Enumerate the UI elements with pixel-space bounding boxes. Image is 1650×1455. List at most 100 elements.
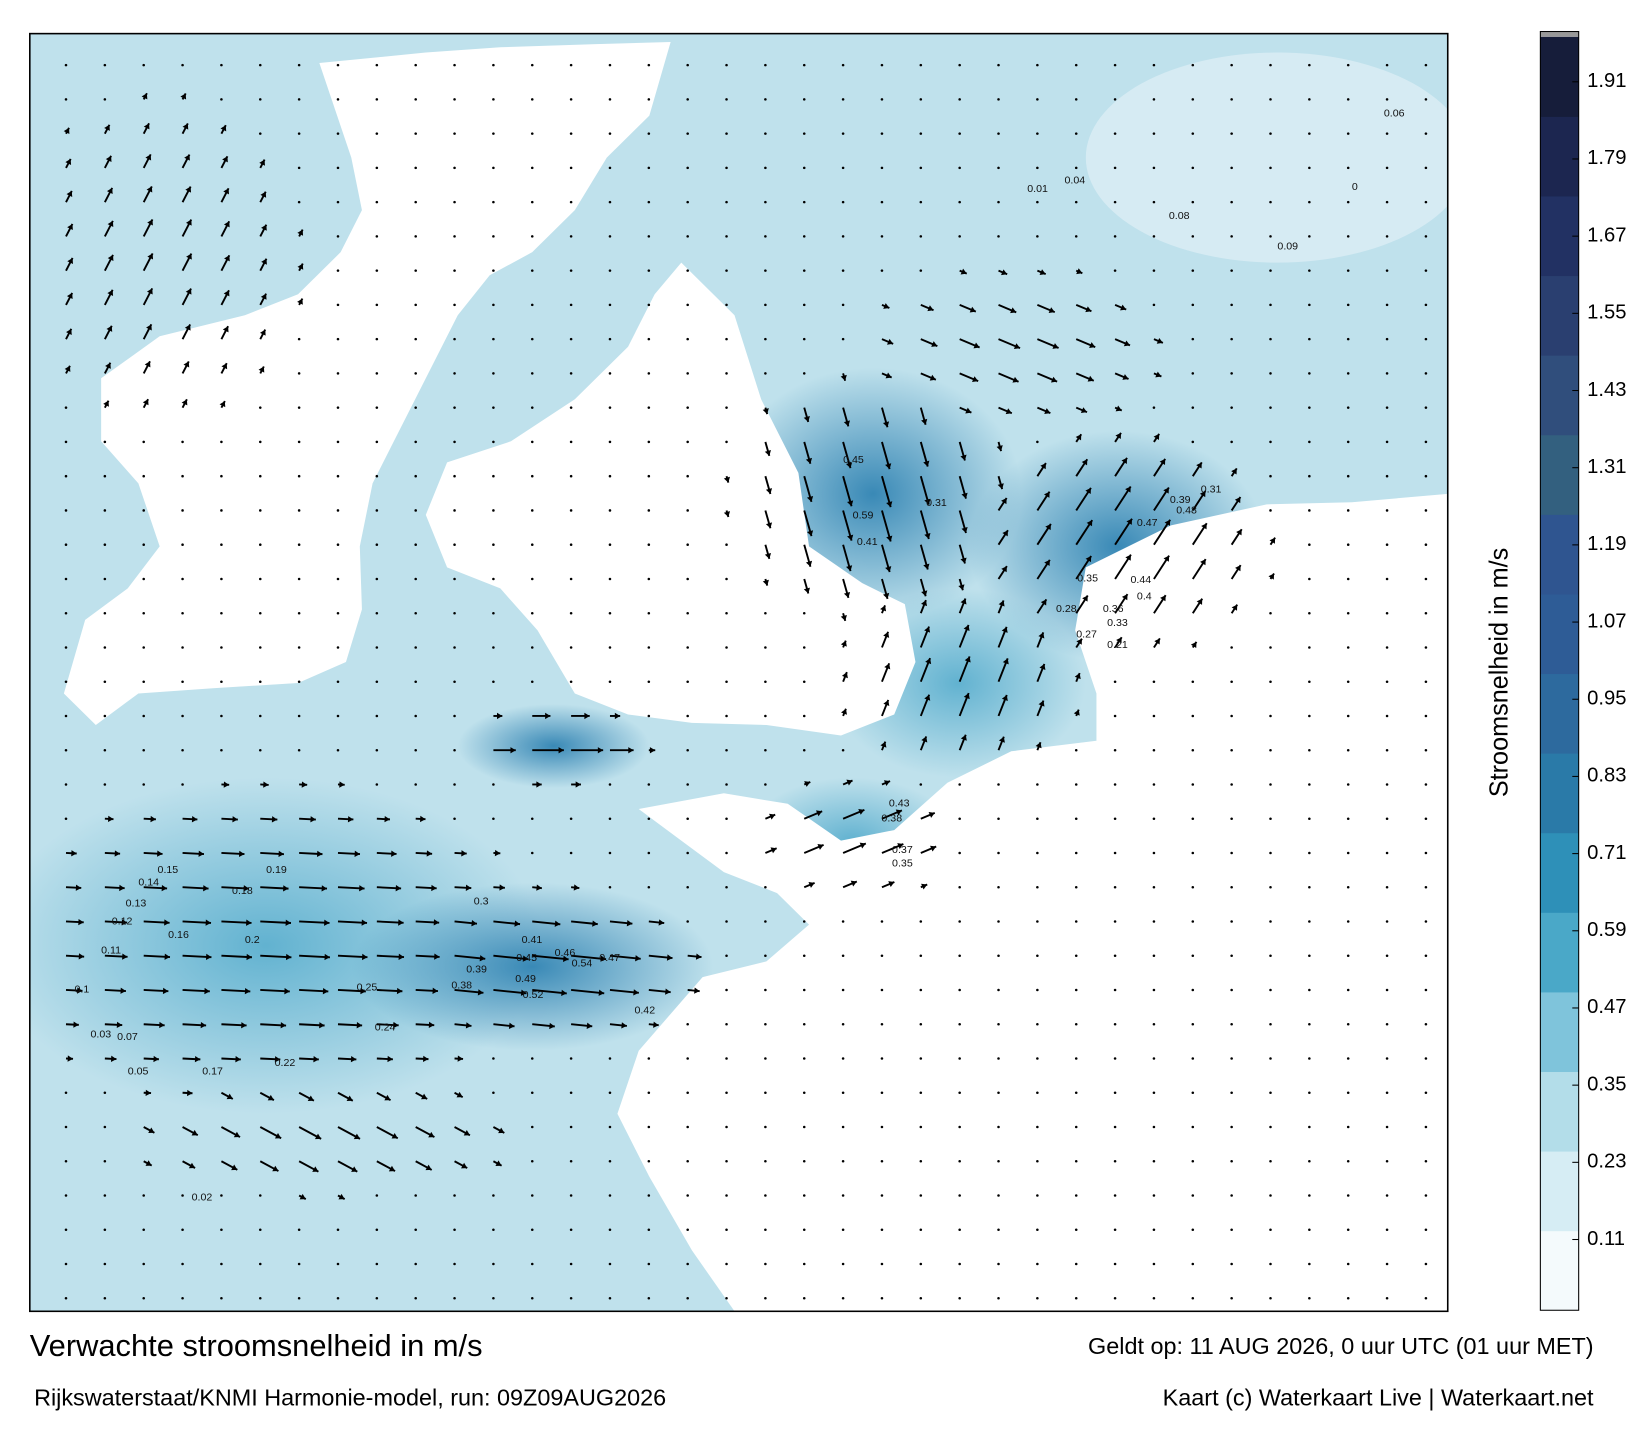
map-value-label: 0.03 (90, 1029, 111, 1041)
flow-dot (259, 98, 262, 101)
flow-dot (648, 1160, 651, 1163)
flow-dot (259, 715, 262, 718)
colorbar-tick-label: 1.43 (1587, 379, 1626, 401)
flow-dot (1153, 1297, 1156, 1300)
flow-dot (1347, 715, 1350, 718)
flow-dot (1230, 646, 1233, 649)
flow-dot (1075, 1263, 1078, 1266)
flow-dot (1308, 612, 1311, 615)
flow-dot (104, 1194, 107, 1197)
map-value-label: 0.17 (202, 1066, 223, 1078)
map-value-label: 0.41 (857, 536, 878, 548)
flow-dot (609, 475, 612, 478)
flow-dot (1230, 98, 1233, 101)
flow-dot (337, 201, 340, 204)
flow-dot (1386, 98, 1389, 101)
flow-dot (570, 372, 573, 375)
flow-dot (492, 1297, 495, 1300)
flow-dot (803, 98, 806, 101)
flow-dot (686, 1297, 689, 1300)
flow-dot (842, 989, 845, 992)
flow-dot (492, 1263, 495, 1266)
colorbar-tick-label: 1.31 (1587, 456, 1626, 478)
flow-dot (997, 1194, 1000, 1197)
flow-dot (337, 338, 340, 341)
flow-dot (298, 406, 301, 409)
flow-dot (803, 1023, 806, 1026)
flow-dot (337, 646, 340, 649)
flow-dot (920, 1229, 923, 1232)
flow-dot (337, 1229, 340, 1232)
flow-dot (958, 783, 961, 786)
flow-dot (1075, 167, 1078, 170)
map-value-label: 0.14 (138, 876, 159, 888)
map-value-label: 0.37 (892, 844, 913, 856)
flow-dot (1347, 817, 1350, 820)
colorbar-tick-label: 0.71 (1587, 842, 1626, 864)
colorbar-band (1540, 594, 1578, 674)
flow-dot (764, 1229, 767, 1232)
flow-dot (997, 1297, 1000, 1300)
flow-dot (803, 269, 806, 272)
flow-dot (414, 98, 417, 101)
flow-dot (686, 338, 689, 341)
flow-dot (609, 372, 612, 375)
flow-dot (686, 1091, 689, 1094)
flow-dot (686, 235, 689, 238)
map-value-label: 0.18 (232, 885, 253, 897)
flow-dot (1269, 1023, 1272, 1026)
flow-dot (65, 715, 68, 718)
flow-dot (1425, 441, 1428, 444)
flow-dot (1347, 578, 1350, 581)
flow-dot (492, 98, 495, 101)
flow-dot (609, 64, 612, 67)
flow-dot (531, 509, 534, 512)
flow-dot (1192, 954, 1195, 957)
flow-dot (1386, 783, 1389, 786)
flow-dot (1347, 852, 1350, 855)
flow-dot (1269, 612, 1272, 615)
flow-dot (764, 1160, 767, 1163)
flow-dot (1114, 852, 1117, 855)
flow-dot (1075, 749, 1078, 752)
flow-dot (686, 441, 689, 444)
flow-dot (648, 201, 651, 204)
flow-dot (570, 98, 573, 101)
flow-dot (1075, 989, 1078, 992)
flow-dot (414, 612, 417, 615)
flow-dot (686, 646, 689, 649)
flow-dot (1347, 269, 1350, 272)
flow-dot (1114, 98, 1117, 101)
flow-dot (920, 1263, 923, 1266)
flow-dot (997, 64, 1000, 67)
flow-dot (764, 715, 767, 718)
flow-dot (337, 406, 340, 409)
flow-dot (1230, 167, 1233, 170)
flow-dot (531, 1160, 534, 1163)
flow-dot (570, 406, 573, 409)
flow-dot (104, 749, 107, 752)
flow-dot (492, 167, 495, 170)
flow-dot (803, 304, 806, 307)
flow-dot (1308, 201, 1311, 204)
flow-dot (842, 1194, 845, 1197)
flow-dot (220, 1297, 223, 1300)
flow-dot (142, 783, 145, 786)
flow-dot (764, 920, 767, 923)
flow-dot (104, 783, 107, 786)
flow-dot (1269, 509, 1272, 512)
map-value-label: 0.38 (881, 812, 902, 824)
flow-dot (1192, 406, 1195, 409)
flow-dot (1386, 235, 1389, 238)
flow-dot (1036, 886, 1039, 889)
flow-dot (1230, 1126, 1233, 1129)
map-value-label: 0.19 (266, 864, 287, 876)
flow-dot (725, 920, 728, 923)
flow-dot (997, 1126, 1000, 1129)
flow-dot (414, 201, 417, 204)
flow-dot (453, 783, 456, 786)
flow-dot (1347, 1194, 1350, 1197)
flow-dot (453, 167, 456, 170)
flow-dot (1075, 1126, 1078, 1129)
flow-dot (803, 612, 806, 615)
